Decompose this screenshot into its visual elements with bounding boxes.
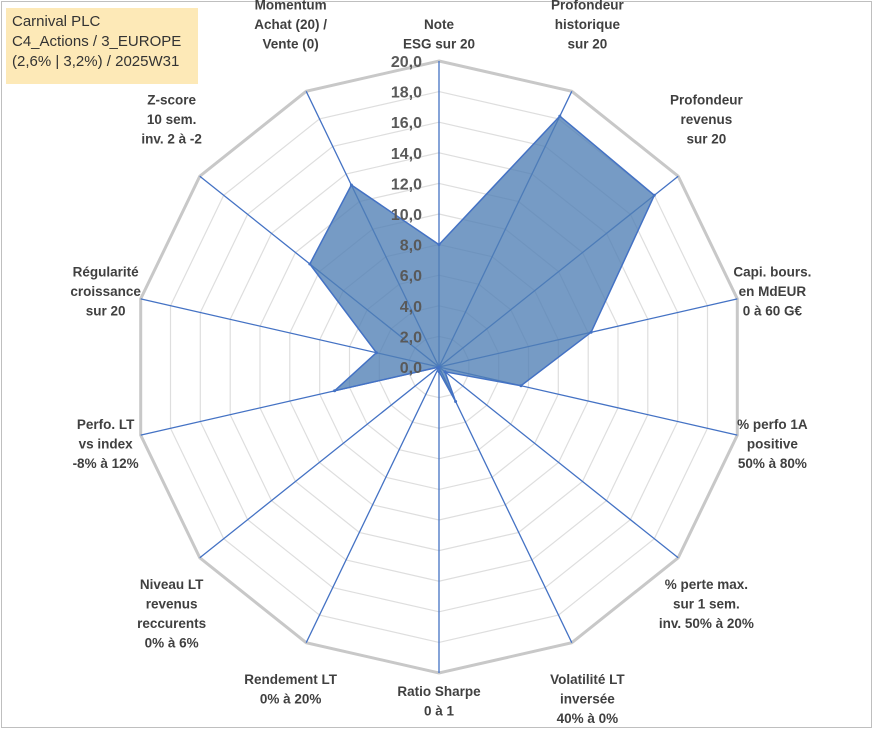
category-label: C4_Actions / 3_EUROPE xyxy=(12,33,182,50)
tick-label: 0,0 xyxy=(400,360,422,377)
axis-label: Perfo. LT vs index -8% à 12% xyxy=(73,417,139,471)
axis-label-line: historique xyxy=(555,17,621,32)
axis-spoke xyxy=(438,366,573,643)
axis-label-line: sur 20 xyxy=(687,131,727,146)
axis-label-line: 50% à 80% xyxy=(738,456,807,471)
axis-label-line: revenus xyxy=(681,112,733,127)
axis-label-line: Profondeur xyxy=(670,92,743,107)
axis-label-line: ESG sur 20 xyxy=(403,37,475,52)
axis-label-line: sur 20 xyxy=(86,304,126,319)
axis-label-line: en MdEUR xyxy=(739,284,807,299)
axis-label-line: Ratio Sharpe xyxy=(397,684,481,699)
tick-label: 4,0 xyxy=(400,299,422,316)
axis-label: Rendement LT 0% à 20% xyxy=(244,672,338,707)
data-point xyxy=(589,330,593,334)
axis-label-line: Régularité xyxy=(73,265,140,280)
axis-label-line: Note xyxy=(424,17,454,32)
axis-label-line: Achat (20) / xyxy=(254,17,327,32)
axis-label: Régularité croissance sur 20 xyxy=(70,265,141,319)
axis-label-line: positive xyxy=(747,436,799,451)
axis-label: Capi. bours. en MdEUR 0 à 60 G€ xyxy=(733,265,811,319)
axis-label-line: Vente (0) xyxy=(262,36,318,51)
data-point xyxy=(333,389,337,393)
axis-label-line: Momentum xyxy=(255,0,327,12)
axis-label-line: Z-score xyxy=(147,92,196,107)
axis-label-line: -8% à 12% xyxy=(73,456,139,471)
tick-label: 8,0 xyxy=(400,238,422,255)
axis-label-line: inv. 50% à 20% xyxy=(659,616,754,631)
axis-label: Momentum Achat (20) / Vente (0) xyxy=(254,0,327,51)
axis-label: Profondeur historique sur 20 xyxy=(551,0,624,51)
axis-label-line: Rendement LT xyxy=(244,672,338,687)
axis-label-line: Perfo. LT xyxy=(77,417,135,432)
axis-label-line: 40% à 0% xyxy=(557,711,619,726)
axis-label-line: 0 à 60 G€ xyxy=(743,304,803,319)
data-point xyxy=(374,351,378,355)
axis-label-line: revenus xyxy=(146,597,198,612)
data-point xyxy=(308,262,312,266)
axis-label-line: 0% à 6% xyxy=(145,636,199,651)
info-box: Carnival PLC C4_Actions / 3_EUROPE (2,6%… xyxy=(6,8,198,84)
axis-label-line: Niveau LT xyxy=(140,577,204,592)
data-point xyxy=(652,193,656,197)
axis-label-line: reccurents xyxy=(137,616,206,631)
tick-label: 2,0 xyxy=(400,329,422,346)
axis-label-line: inv. 2 à -2 xyxy=(141,131,202,146)
radar-axis-labels: Note ESG sur 20 Profondeur historique sur 20… xyxy=(70,0,811,726)
radar-tick-labels: 0,0 2,0 4,0 6,0 8,0 10,0 12,0 14,0 16,0 18,0 20,0 xyxy=(391,54,422,377)
axis-label-line: inversée xyxy=(560,692,615,707)
axis-label: Niveau LT revenus reccurents 0% à 6% xyxy=(137,577,206,651)
axis-label: Note ESG sur 20 xyxy=(403,17,475,52)
data-point xyxy=(437,370,441,374)
data-point xyxy=(558,114,562,118)
data-point xyxy=(443,370,447,374)
axis-spoke xyxy=(199,366,440,559)
axis-label: Profondeur revenus sur 20 xyxy=(670,92,743,146)
tick-label: 12,0 xyxy=(391,176,422,193)
axis-label-line: 0 à 1 xyxy=(424,704,455,719)
axis-label: % perte max. sur 1 sem. inv. 50% à 20% xyxy=(659,577,754,631)
period-label: (2,6% | 3,2%) / 2025W31 xyxy=(12,53,180,70)
axis-label: Z-score 10 sem. inv. 2 à -2 xyxy=(141,92,202,146)
axis-label: Ratio Sharpe 0 à 1 xyxy=(397,684,481,719)
data-point xyxy=(519,384,523,388)
data-point xyxy=(349,183,353,187)
axis-spoke xyxy=(305,366,440,643)
axis-label-line: 0% à 20% xyxy=(260,692,322,707)
tick-label: 10,0 xyxy=(391,207,422,224)
tick-label: 6,0 xyxy=(400,268,422,285)
tick-label: 16,0 xyxy=(391,115,422,132)
axis-label: Volatilité LT inversée 40% à 0% xyxy=(550,672,625,726)
axis-label-line: croissance xyxy=(70,284,141,299)
tick-label: 20,0 xyxy=(391,54,422,71)
series-area xyxy=(308,115,656,402)
radar-series xyxy=(308,114,656,403)
data-point xyxy=(437,365,441,369)
axis-label-line: sur 20 xyxy=(568,36,608,51)
axis-label-line: Volatilité LT xyxy=(550,672,625,687)
axis-label-line: vs index xyxy=(79,436,134,451)
axis-label-line: % perte max. xyxy=(665,577,748,592)
axis-label: % perfo 1A positive 50% à 80% xyxy=(737,417,808,471)
axis-label-line: Profondeur xyxy=(551,0,624,12)
axis-label-line: % perfo 1A xyxy=(737,417,808,432)
data-point xyxy=(437,243,441,247)
axis-label-line: sur 1 sem. xyxy=(673,597,740,612)
axis-label-line: Capi. bours. xyxy=(733,265,811,280)
company-name: Carnival PLC xyxy=(12,13,101,30)
data-point xyxy=(454,400,458,403)
tick-label: 14,0 xyxy=(391,146,422,163)
axis-spoke xyxy=(438,366,679,559)
tick-label: 18,0 xyxy=(391,85,422,102)
axis-label-line: 10 sem. xyxy=(147,112,197,127)
